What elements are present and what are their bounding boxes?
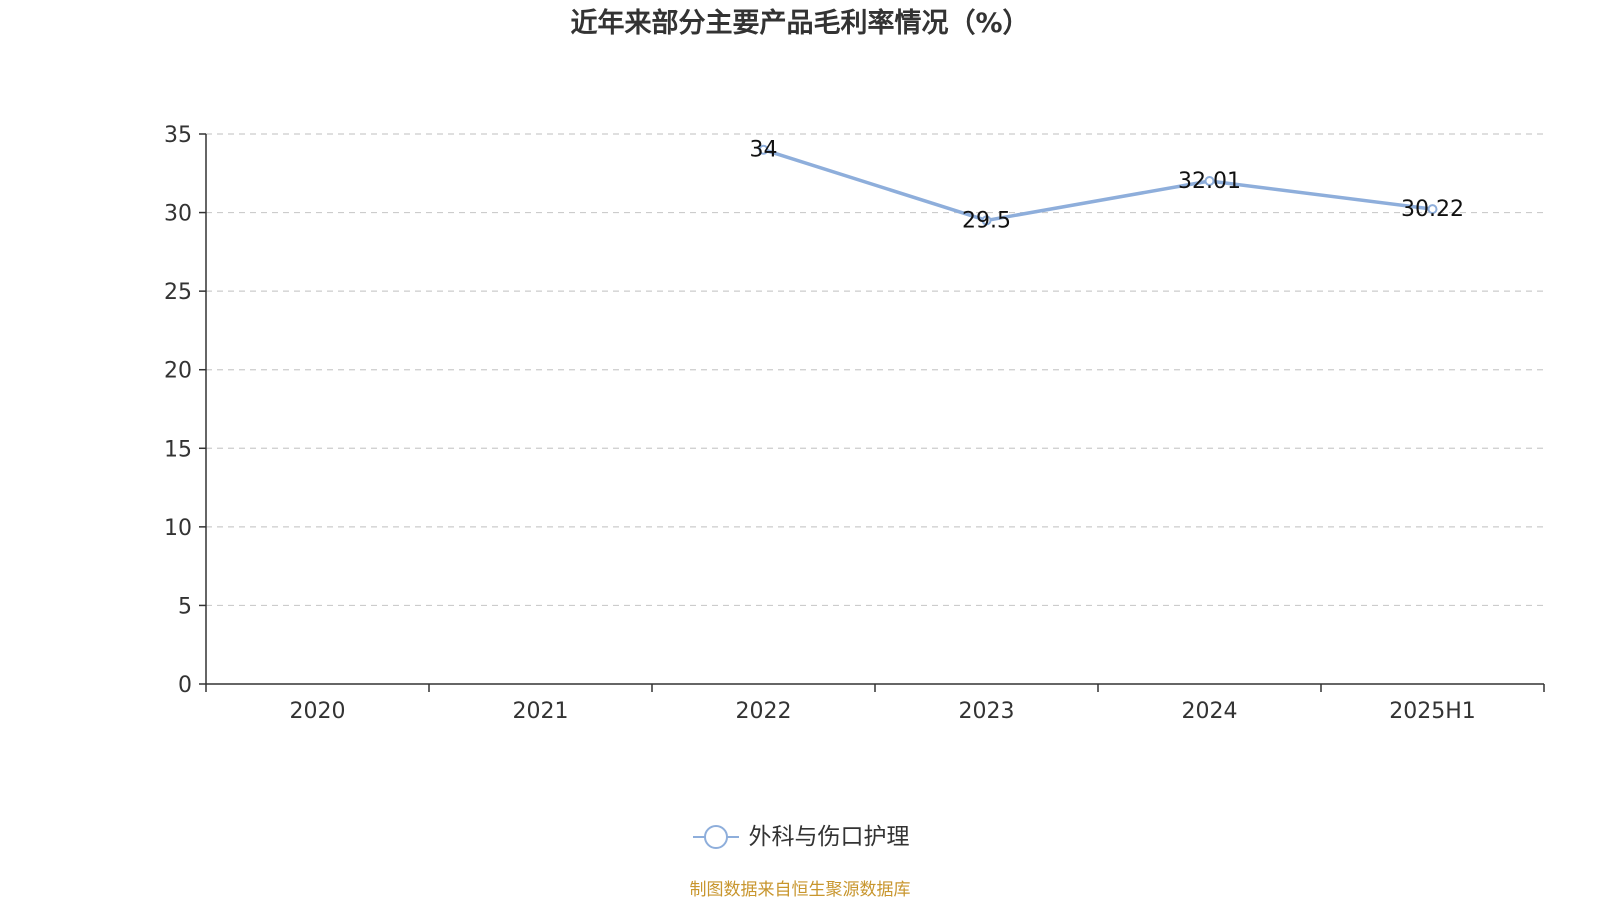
y-tick-label: 25 <box>164 280 192 305</box>
legend-marker-icon <box>692 825 739 849</box>
data-label: 29.5 <box>962 208 1011 233</box>
y-tick-label: 30 <box>164 202 192 227</box>
y-tick-label: 5 <box>178 594 192 619</box>
source-note: 制图数据来自恒生聚源数据库 <box>689 880 911 900</box>
x-tick-label: 2022 <box>736 699 792 724</box>
data-point[interactable] <box>1427 204 1438 215</box>
y-tick-label: 0 <box>178 673 192 698</box>
y-tick-label: 15 <box>164 437 192 462</box>
data-point[interactable] <box>758 144 769 155</box>
x-tick-label: 2024 <box>1182 699 1238 724</box>
data-label: 32.01 <box>1178 169 1241 194</box>
legend[interactable]: 外科与伤口护理 <box>0 822 1600 852</box>
axes: 0 5 10 15 20 25 30 35 2020 2021 2022 2023 2024 2025H1 <box>164 123 1545 724</box>
x-tick-label: 2023 <box>959 699 1015 724</box>
y-tick-label: 35 <box>164 123 192 148</box>
data-label: 30.22 <box>1401 197 1464 222</box>
data-labels: 34 29.5 32.01 30.22 <box>750 138 1464 234</box>
x-tick-label: 2025H1 <box>1389 699 1476 724</box>
x-tick-label: 2020 <box>290 699 346 724</box>
data-point[interactable] <box>1204 175 1215 186</box>
legend-label: 外科与伤口护理 <box>748 824 910 850</box>
series <box>758 144 1438 226</box>
grid-lines <box>206 133 1544 607</box>
data-point[interactable] <box>981 215 992 226</box>
series-line <box>761 147 1435 223</box>
data-label: 34 <box>750 138 778 163</box>
x-tick-label: 2021 <box>513 699 569 724</box>
chart-title: 近年来部分主要产品毛利率情况（%） <box>570 8 1030 39</box>
y-tick-label: 20 <box>164 359 192 384</box>
y-tick-label: 10 <box>164 516 192 541</box>
